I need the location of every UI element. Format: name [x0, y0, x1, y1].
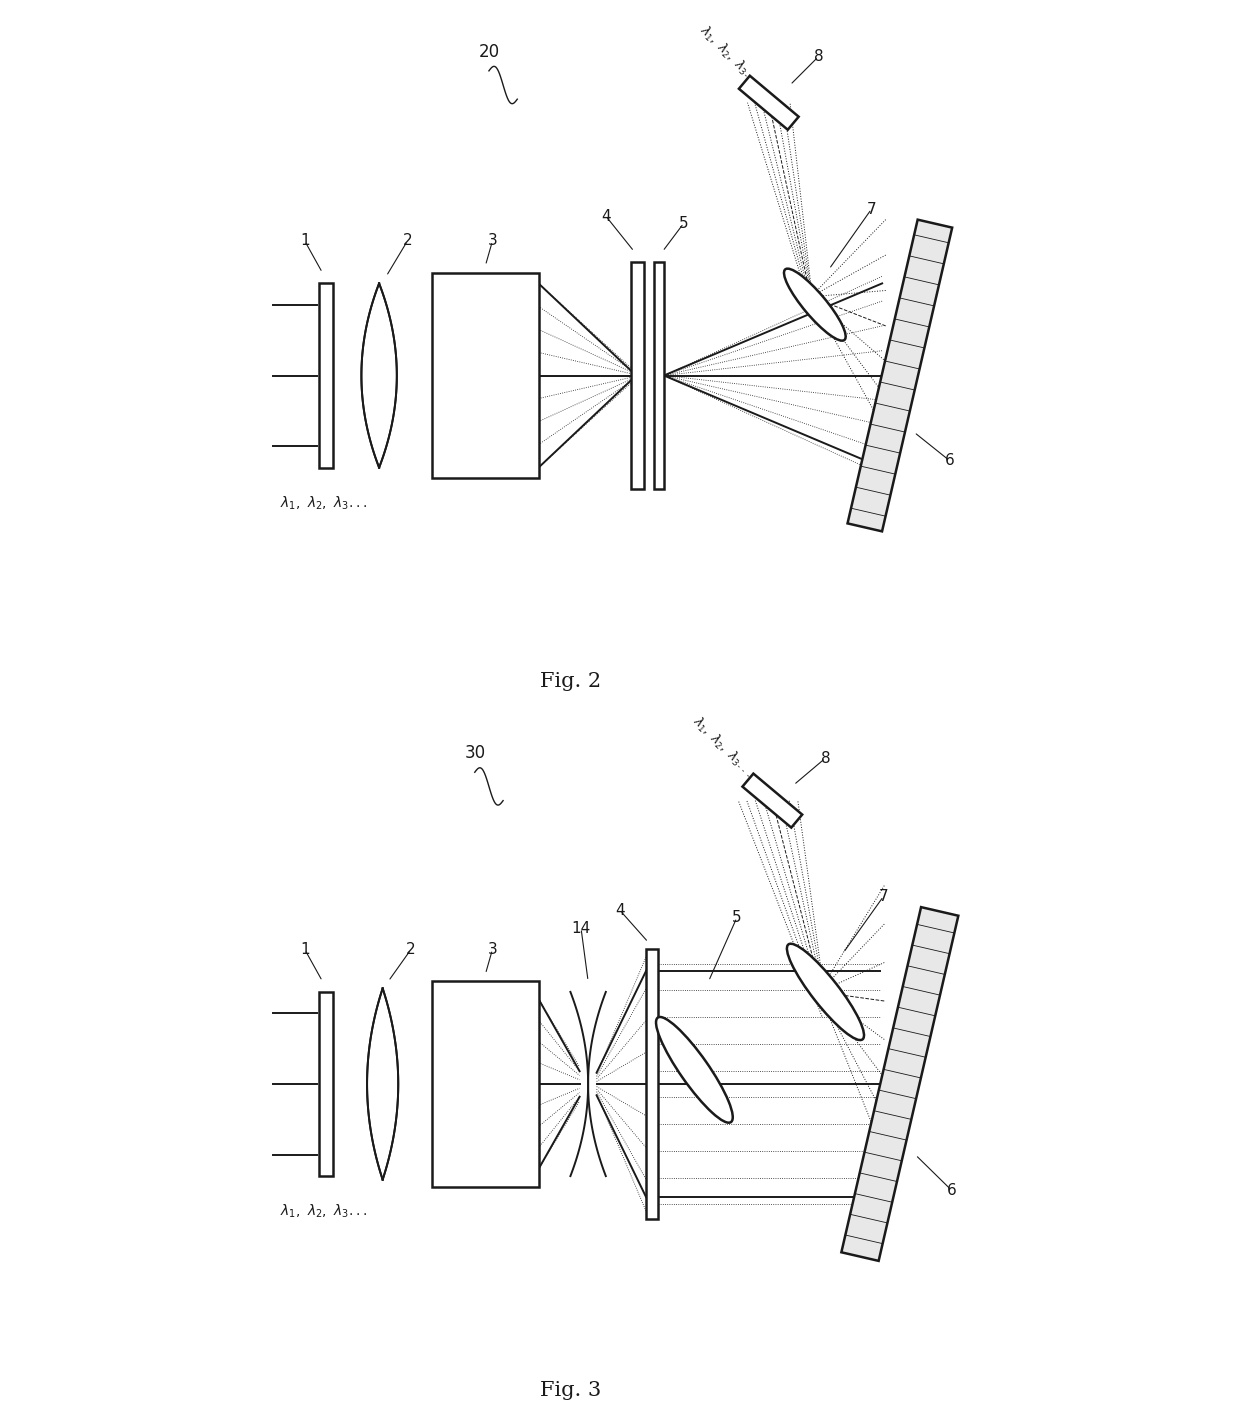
Polygon shape: [739, 75, 799, 130]
Text: $\lambda_1,\ \lambda_2,\ \lambda_3...$: $\lambda_1,\ \lambda_2,\ \lambda_3...$: [280, 1203, 367, 1220]
Ellipse shape: [787, 944, 864, 1040]
Text: 7: 7: [867, 201, 877, 217]
Ellipse shape: [784, 269, 846, 340]
Text: 4: 4: [615, 903, 625, 918]
Text: 6: 6: [946, 1183, 956, 1197]
Bar: [319, 283, 334, 468]
Bar: [433, 272, 538, 479]
Text: $\lambda_1,\ \lambda_2,\ \lambda_3...$: $\lambda_1,\ \lambda_2,\ \lambda_3...$: [689, 714, 756, 781]
Text: 1: 1: [300, 234, 310, 248]
Text: 2: 2: [403, 234, 412, 248]
Polygon shape: [842, 907, 959, 1261]
Polygon shape: [570, 992, 606, 1176]
Text: 3: 3: [487, 234, 497, 248]
Bar: [653, 262, 663, 489]
Text: 8: 8: [813, 50, 823, 64]
Text: 5: 5: [680, 215, 688, 231]
Polygon shape: [367, 989, 398, 1179]
Polygon shape: [847, 220, 952, 531]
Text: 7: 7: [879, 888, 888, 904]
Bar: [631, 262, 644, 489]
Text: 3: 3: [487, 942, 497, 956]
Polygon shape: [743, 774, 802, 828]
Bar: [646, 949, 658, 1219]
Text: $\lambda_1,\ \lambda_2,\ \lambda_3...$: $\lambda_1,\ \lambda_2,\ \lambda_3...$: [696, 23, 764, 91]
Bar: [433, 981, 538, 1187]
Text: 30: 30: [464, 744, 485, 762]
Polygon shape: [361, 283, 397, 468]
Bar: [319, 992, 334, 1176]
Text: 14: 14: [572, 921, 590, 935]
Text: Fig. 3: Fig. 3: [539, 1380, 601, 1400]
Text: 8: 8: [821, 751, 831, 765]
Text: Fig. 2: Fig. 2: [539, 672, 601, 691]
Text: 20: 20: [479, 43, 500, 61]
Text: 4: 4: [601, 208, 610, 224]
Text: $\lambda_1,\ \lambda_2,\ \lambda_3...$: $\lambda_1,\ \lambda_2,\ \lambda_3...$: [280, 495, 367, 512]
Ellipse shape: [656, 1017, 733, 1122]
Text: 5: 5: [732, 910, 742, 925]
Text: 1: 1: [300, 942, 310, 956]
Text: 2: 2: [407, 942, 415, 956]
Text: 6: 6: [945, 453, 955, 468]
